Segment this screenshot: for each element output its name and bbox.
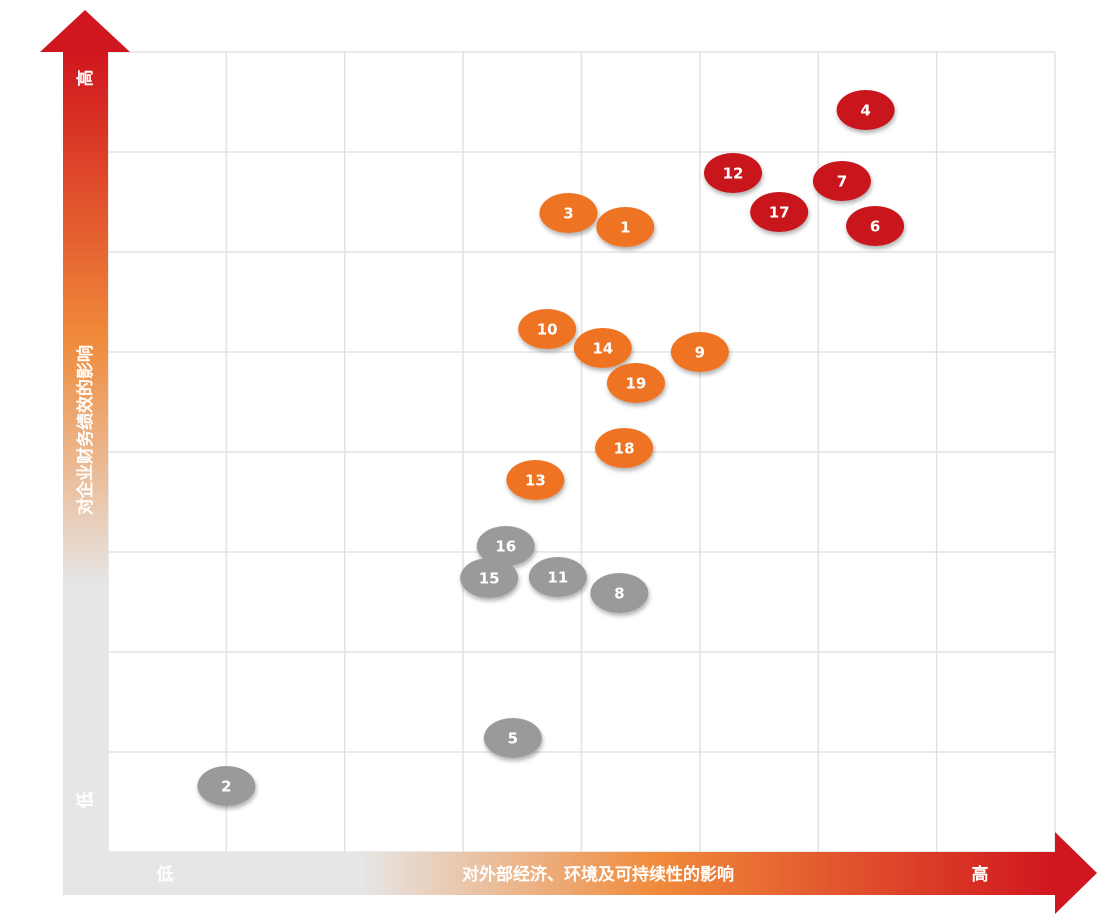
point — [506, 460, 565, 500]
point — [197, 766, 256, 806]
point-label: 9 — [695, 344, 705, 362]
x-high: 高 — [972, 864, 989, 885]
point — [518, 309, 577, 349]
point-label: 15 — [479, 570, 500, 588]
point — [590, 573, 649, 613]
point — [596, 207, 655, 247]
point-label: 12 — [723, 165, 744, 183]
y-axis-arrow — [63, 52, 108, 870]
point-label: 13 — [525, 472, 546, 490]
point-label: 2 — [221, 778, 231, 796]
point-label: 1 — [620, 219, 630, 237]
point-label: 17 — [769, 204, 790, 222]
x-low: 低 — [156, 864, 174, 885]
point — [836, 90, 895, 130]
x-axis-label: 对外部经济、环境及可持续性的影响 — [462, 864, 734, 885]
point-label: 14 — [592, 340, 613, 358]
point-label: 19 — [626, 375, 647, 393]
y-arrowhead — [40, 10, 130, 52]
point — [670, 332, 729, 372]
point — [476, 526, 535, 566]
point-label: 3 — [563, 205, 573, 223]
point — [704, 153, 763, 193]
point — [812, 161, 871, 201]
point-label: 4 — [860, 102, 870, 120]
point-label: 10 — [537, 321, 558, 339]
point-label: 7 — [837, 173, 847, 191]
point — [573, 328, 632, 368]
y-axis-label: 对企业财务绩效的影响 — [75, 345, 96, 515]
x-axis-arrow — [63, 852, 1057, 895]
point — [750, 192, 809, 232]
y-high: 高 — [75, 70, 96, 87]
point-label: 5 — [508, 730, 518, 748]
point-label: 18 — [614, 440, 635, 458]
point — [846, 206, 905, 246]
point-label: 16 — [495, 538, 516, 556]
point — [483, 718, 542, 758]
point — [539, 193, 598, 233]
point — [606, 363, 665, 403]
point — [528, 557, 587, 597]
point-label: 8 — [614, 585, 624, 603]
point — [595, 428, 654, 468]
x-arrowhead — [1055, 832, 1097, 914]
point-label: 6 — [870, 218, 880, 236]
point-label: 11 — [547, 569, 568, 587]
point — [460, 558, 519, 598]
y-low: 低 — [75, 792, 96, 810]
